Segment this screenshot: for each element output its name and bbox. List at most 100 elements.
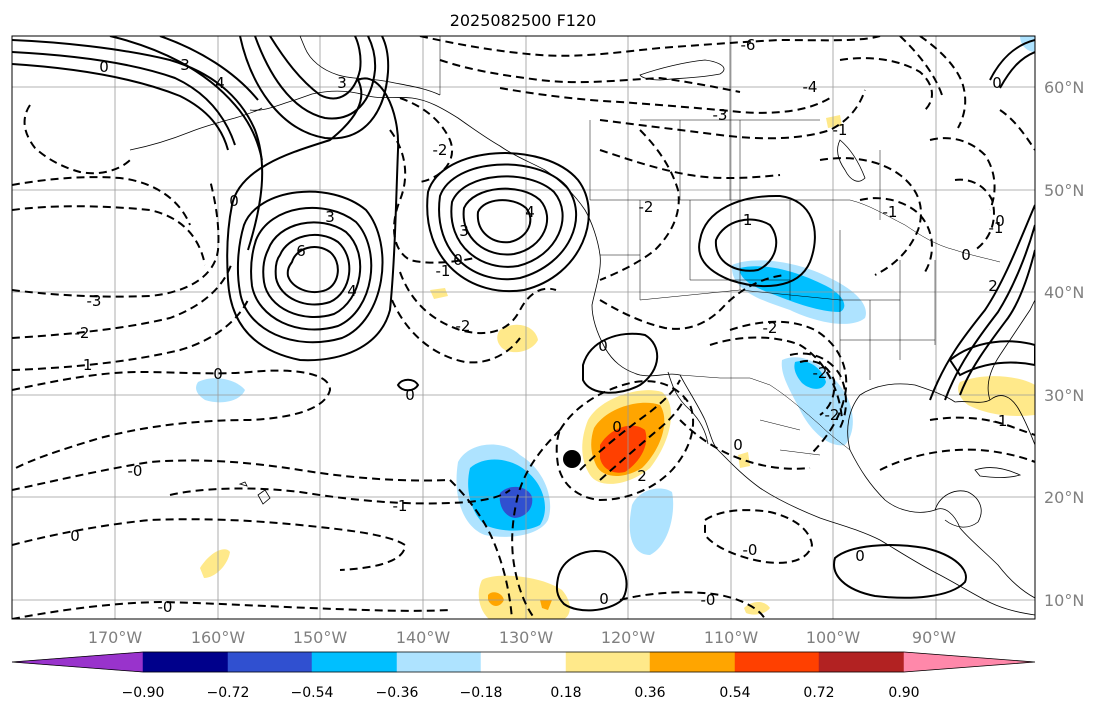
label-3-low-west: 3 (325, 208, 335, 226)
coast-baja (667, 371, 719, 451)
label-0-east: 0 (995, 212, 1005, 230)
contour-plains-neg2 (729, 320, 848, 456)
label-neg1-greatlakes: -1 (883, 203, 898, 221)
contour-mexico-neg0 (679, 419, 811, 470)
label-neg1-northcentral: -1 (833, 121, 848, 139)
contour-pacific-neg0 (12, 369, 332, 471)
label-0-mexico-mid: 0 (855, 547, 865, 565)
contour-hurricane-2 (599, 397, 686, 481)
contour-canada-neg5 (839, 57, 933, 111)
colorbar-label-036: 0.36 (634, 685, 665, 701)
contour-gulf-alaska-ridge (269, 36, 362, 100)
contour-pacific-neg1 (12, 299, 249, 371)
label-4-low-west: 4 (347, 282, 357, 300)
positive-anomaly-south-small (200, 549, 230, 578)
contour-texas-neg1 (789, 352, 847, 429)
contour-low-west-2 (274, 233, 351, 306)
colorbar-label-018: 0.18 (550, 685, 581, 701)
contour-northeast-neg-2 (899, 36, 943, 96)
contour-low-west-4 (250, 206, 373, 331)
contour-midwest-neg1 (819, 157, 922, 276)
colorbar-swatch-1 (142, 651, 229, 673)
coast-mexico-west (717, 449, 1035, 616)
colorbar-swatch-4 (396, 651, 482, 673)
colorbar: −0.90 −0.72 −0.54 −0.36 −0.18 0.18 0.36 … (11, 651, 1036, 701)
contour-texas-neg2 (799, 360, 836, 416)
figure-title: 2025082500 F120 (450, 11, 597, 30)
contour-northeast-corner (989, 39, 1035, 89)
border-states-2 (840, 260, 936, 380)
label-0-south: 0 (599, 590, 609, 608)
lon-tick-130w: 130°W (499, 628, 554, 647)
colorbar-label-neg072: −0.72 (207, 685, 250, 701)
coast-hawaii-1 (257, 489, 271, 505)
contour-north-pacific-2 (12, 176, 191, 226)
coast-alaska-canada-west (249, 90, 681, 377)
negative-anomaly-south-baja (629, 488, 674, 555)
label-3-low-east: 3 (459, 222, 469, 240)
coast-hawaii-2 (238, 481, 248, 487)
lon-tick-170w: 170°W (88, 628, 143, 647)
contour-low-east-inner (476, 199, 532, 244)
label-neg4-canada: -4 (803, 78, 818, 96)
contour-northcentral-high (698, 194, 816, 288)
map-content: 0 3 4 3 -6 -3 -4 0 -2 0 3 6 4 3 4 -2 0 -… (12, 36, 1035, 619)
colorbar-label-neg090: −0.90 (122, 685, 165, 701)
lon-tick-160w: 160°W (191, 628, 246, 647)
label-neg1-offshore: -1 (436, 262, 451, 280)
contour-greatlakes-neg2 (954, 178, 995, 251)
contour-south-neg0 (12, 600, 451, 619)
colorbar-swatch-6 (565, 651, 651, 673)
solid-contours (12, 36, 1035, 612)
label-neg2-plains: -2 (813, 364, 828, 382)
lon-tick-100w: 100°W (806, 628, 861, 647)
contour-hurricane-neg0 (555, 380, 695, 502)
contour-northwest-2 (12, 51, 236, 146)
dashed-contours (12, 36, 1035, 619)
contour-rockies-neg2 (599, 274, 786, 330)
lon-tick-120w: 120°W (601, 628, 656, 647)
positive-anomaly-pacific-tiny (430, 288, 448, 299)
orange-anomaly-south-1 (488, 592, 552, 610)
label-neg2-gulf: -2 (456, 317, 471, 335)
colorbar-swatch-2 (227, 651, 313, 673)
border-us-mexico (679, 374, 851, 451)
positive-anomaly-pacific-small (497, 324, 538, 353)
label-neg0-mexico-south: -0 (743, 541, 758, 559)
contour-gulf-neg-2 (389, 129, 476, 264)
contour-south-mexico-neg0 (619, 591, 766, 619)
contour-midwest-neg2 (859, 197, 933, 273)
label-2-east: 2 (988, 277, 998, 295)
contour-low-west-3 (262, 221, 362, 319)
lat-tick-10n: 10°N (1044, 591, 1084, 610)
contour-canada-neg2 (439, 59, 741, 93)
label-4-nw: 4 (215, 74, 225, 92)
label-neg1-midwest: -1 (738, 211, 753, 229)
contour-east-trough-3 (959, 249, 1035, 396)
label-0-centralamerica: 0 (961, 246, 971, 264)
contour-hurricane-1 (579, 379, 681, 471)
label-neg1-central: -1 (393, 497, 408, 515)
contour-canada-neg4 (599, 89, 866, 140)
lat-tick-20n: 20°N (1044, 488, 1084, 507)
negative-anomaly-plains (739, 266, 845, 312)
label-neg0-south: -0 (158, 598, 173, 616)
label-0-hawaii-north: 0 (213, 365, 223, 383)
label-0-northpacific: 0 (229, 192, 239, 210)
label-neg2-west: -2 (433, 141, 448, 159)
lat-tick-60n: 60°N (1044, 78, 1084, 97)
label-4-low-east: 4 (525, 203, 535, 221)
latitude-axis: 60°N 50°N 40°N 30°N 20°N 10°N (1044, 78, 1084, 610)
contour-low-east-3 (450, 175, 564, 268)
label-0-southwest: 0 (70, 527, 80, 545)
contour-central-neg0 (12, 459, 451, 491)
colorbar-label-054: 0.54 (719, 685, 750, 701)
contour-southpacific-neg (449, 479, 513, 619)
lat-tick-50n: 50°N (1044, 181, 1084, 200)
red-anomaly-hurricane (600, 425, 647, 473)
lon-tick-150w: 150°W (293, 628, 348, 647)
label-neg0-southpacific: -0 (701, 591, 716, 609)
contour-west-neg2 (599, 149, 781, 180)
colorbar-label-072: 0.72 (803, 685, 834, 701)
